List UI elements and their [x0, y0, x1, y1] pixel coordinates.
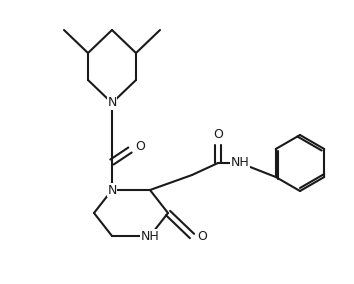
Text: N: N	[107, 97, 117, 110]
Text: NH: NH	[141, 229, 159, 243]
Text: NH: NH	[230, 156, 249, 170]
Text: O: O	[197, 229, 207, 243]
Text: N: N	[107, 183, 117, 197]
Text: O: O	[135, 141, 145, 153]
Text: O: O	[213, 128, 223, 141]
